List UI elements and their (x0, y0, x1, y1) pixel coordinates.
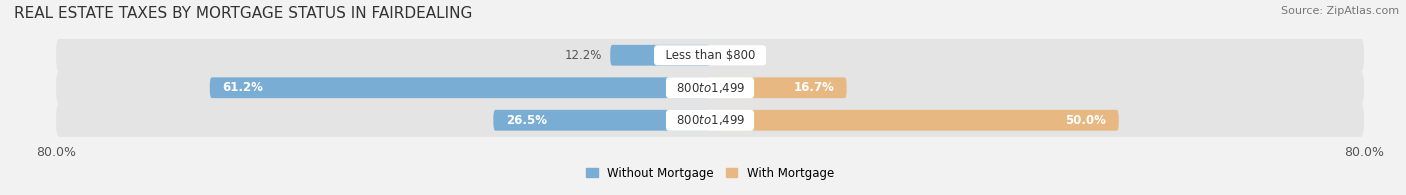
FancyBboxPatch shape (209, 77, 710, 98)
Text: $800 to $1,499: $800 to $1,499 (669, 81, 751, 95)
Text: 0.0%: 0.0% (718, 49, 748, 62)
Text: 16.7%: 16.7% (793, 81, 834, 94)
Text: Less than $800: Less than $800 (658, 49, 762, 62)
FancyBboxPatch shape (610, 45, 710, 66)
Text: 12.2%: 12.2% (565, 49, 602, 62)
FancyBboxPatch shape (56, 104, 1364, 137)
FancyBboxPatch shape (710, 110, 1119, 131)
Legend: Without Mortgage, With Mortgage: Without Mortgage, With Mortgage (581, 162, 839, 184)
Text: 61.2%: 61.2% (222, 81, 263, 94)
Text: $800 to $1,499: $800 to $1,499 (669, 113, 751, 127)
Text: 26.5%: 26.5% (506, 114, 547, 127)
Text: Source: ZipAtlas.com: Source: ZipAtlas.com (1281, 6, 1399, 16)
Text: 50.0%: 50.0% (1066, 114, 1107, 127)
FancyBboxPatch shape (494, 110, 710, 131)
FancyBboxPatch shape (56, 39, 1364, 72)
Text: REAL ESTATE TAXES BY MORTGAGE STATUS IN FAIRDEALING: REAL ESTATE TAXES BY MORTGAGE STATUS IN … (14, 6, 472, 21)
FancyBboxPatch shape (56, 71, 1364, 104)
FancyBboxPatch shape (710, 77, 846, 98)
